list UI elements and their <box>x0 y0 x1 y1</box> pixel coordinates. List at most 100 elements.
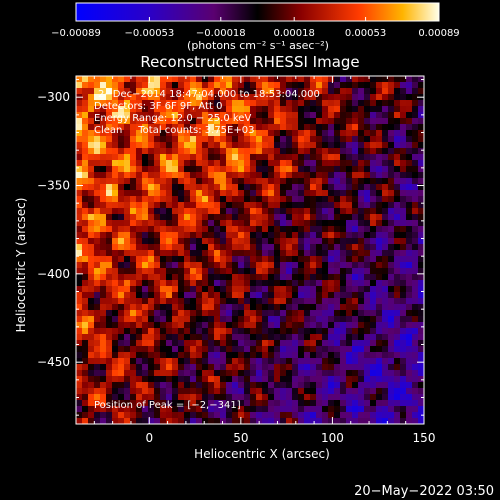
heatmap-cell <box>274 88 281 95</box>
heatmap-cell <box>256 172 263 179</box>
heatmap-cell <box>172 370 179 377</box>
heatmap-cell <box>220 280 227 287</box>
heatmap-cell <box>256 142 263 149</box>
heatmap-cell <box>244 244 251 251</box>
heatmap-cell <box>310 184 317 191</box>
heatmap-cell <box>298 184 305 191</box>
heatmap-cell <box>178 388 185 395</box>
heatmap-cell <box>148 256 155 263</box>
heatmap-cell <box>334 346 341 353</box>
heatmap-cell <box>352 88 359 95</box>
heatmap-cell <box>136 232 143 239</box>
heatmap-cell <box>232 142 239 149</box>
heatmap-cell <box>364 328 371 335</box>
heatmap-cell <box>220 142 227 149</box>
heatmap-cell <box>382 376 389 383</box>
heatmap-cell <box>292 286 299 293</box>
heatmap-cell <box>370 340 377 347</box>
heatmap-cell <box>412 238 419 245</box>
heatmap-cell <box>190 262 197 269</box>
heatmap-cell <box>88 322 95 329</box>
heatmap-cell <box>358 406 365 413</box>
heatmap-cell <box>304 196 311 203</box>
heatmap-cell <box>376 280 383 287</box>
heatmap-cell <box>148 304 155 311</box>
heatmap-cell <box>100 256 107 263</box>
heatmap-cell <box>406 106 413 113</box>
heatmap-cell <box>202 286 209 293</box>
heatmap-cell <box>370 160 377 167</box>
heatmap-cell <box>142 244 149 251</box>
heatmap-cell <box>94 418 101 424</box>
colorbar-unit-label: (photons cm⁻² s⁻¹ asec⁻²) <box>187 39 329 52</box>
heatmap-cell <box>196 124 203 131</box>
heatmap-cell <box>82 412 89 419</box>
heatmap-cell <box>358 298 365 305</box>
heatmap-cell <box>190 412 197 419</box>
heatmap-cell <box>250 250 257 257</box>
heatmap-cell <box>184 202 191 209</box>
heatmap-cell <box>376 376 383 383</box>
heatmap-cell <box>376 112 383 119</box>
heatmap-cell <box>316 190 323 197</box>
heatmap-cell <box>166 388 173 395</box>
heatmap-cell <box>226 130 233 137</box>
heatmap-cell <box>262 160 269 167</box>
heatmap-cell <box>262 76 269 83</box>
heatmap-cell <box>160 370 167 377</box>
heatmap-cell <box>394 418 401 424</box>
heatmap-cell <box>262 100 269 107</box>
heatmap-cell <box>352 268 359 275</box>
heatmap-cell <box>118 340 125 347</box>
heatmap-cell <box>100 166 107 173</box>
heatmap-cell <box>286 184 293 191</box>
heatmap-cell <box>166 106 173 113</box>
heatmap-cell <box>178 382 185 389</box>
heatmap-cell <box>352 232 359 239</box>
heatmap-cell <box>112 136 119 143</box>
heatmap-cell <box>100 394 107 401</box>
heatmap-cell <box>94 364 101 371</box>
heatmap-cell <box>304 94 311 101</box>
heatmap-cell <box>352 82 359 89</box>
heatmap-cell <box>406 190 413 197</box>
heatmap-cell <box>190 112 197 119</box>
heatmap-cell <box>142 304 149 311</box>
heatmap-cell <box>286 100 293 107</box>
heatmap-cell <box>76 364 83 371</box>
heatmap-cell <box>106 262 113 269</box>
heatmap-cell <box>244 136 251 143</box>
heatmap-cell <box>346 364 353 371</box>
heatmap-cell <box>100 358 107 365</box>
heatmap-cell <box>100 196 107 203</box>
x-axis: 0 50 100 150 <box>75 76 435 445</box>
heatmap-cell <box>238 118 245 125</box>
heatmap-cell <box>322 118 329 125</box>
heatmap-cell <box>364 202 371 209</box>
heatmap-cell <box>178 352 185 359</box>
heatmap-cell <box>370 316 377 323</box>
heatmap-cell <box>82 214 89 221</box>
colorbar-tick-label: 0.00053 <box>345 28 386 39</box>
heatmap-cell <box>280 328 287 335</box>
heatmap-cell <box>262 280 269 287</box>
heatmap-cell <box>382 334 389 341</box>
heatmap-cell <box>298 376 305 383</box>
heatmap-cell <box>130 298 137 305</box>
heatmap-cell <box>100 298 107 305</box>
heatmap-cell <box>82 118 89 125</box>
heatmap-cell <box>166 226 173 233</box>
heatmap-cell <box>184 370 191 377</box>
heatmap-cell <box>82 196 89 203</box>
heatmap-cell <box>208 400 215 407</box>
heatmap-cell <box>316 130 323 137</box>
heatmap-cell <box>406 292 413 299</box>
heatmap-cell <box>166 382 173 389</box>
heatmap-cell <box>286 232 293 239</box>
heatmap-cell <box>292 322 299 329</box>
heatmap-cell <box>154 172 161 179</box>
heatmap-cell <box>334 310 341 317</box>
heatmap-cell <box>88 400 95 407</box>
heatmap-cell <box>112 106 119 113</box>
heatmap-cell <box>316 160 323 167</box>
